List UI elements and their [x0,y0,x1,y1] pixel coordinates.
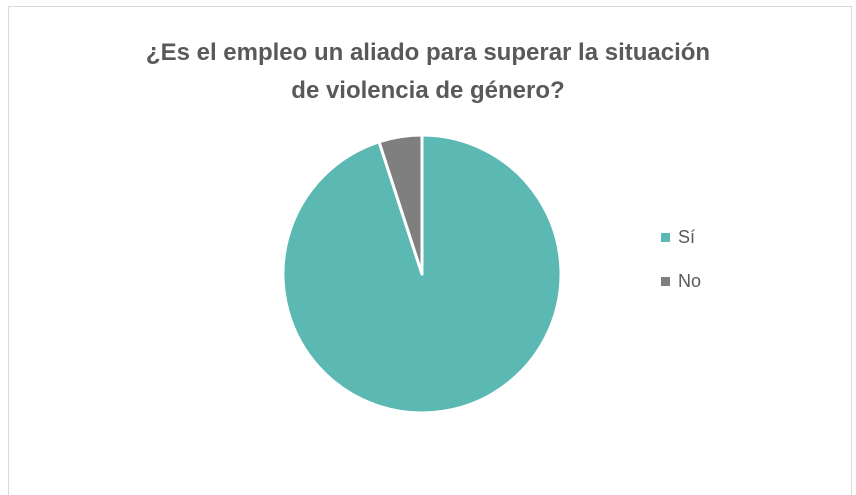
legend-label-si: Sí [678,226,696,247]
legend-item-si: Sí [661,215,701,259]
pie-slice-no [377,133,424,276]
legend: Sí No [661,215,701,303]
chart-title-line-2: de violencia de género? [291,77,565,104]
legend-swatch-no [661,276,670,286]
legend-item-no: No [661,259,701,303]
legend-swatch-si [661,232,670,242]
legend-label-no: No [678,270,702,291]
chart-title: ¿Es el empleo un aliado para superar la … [0,34,856,110]
chart-title-line-1: ¿Es el empleo un aliado para superar la … [145,39,711,66]
